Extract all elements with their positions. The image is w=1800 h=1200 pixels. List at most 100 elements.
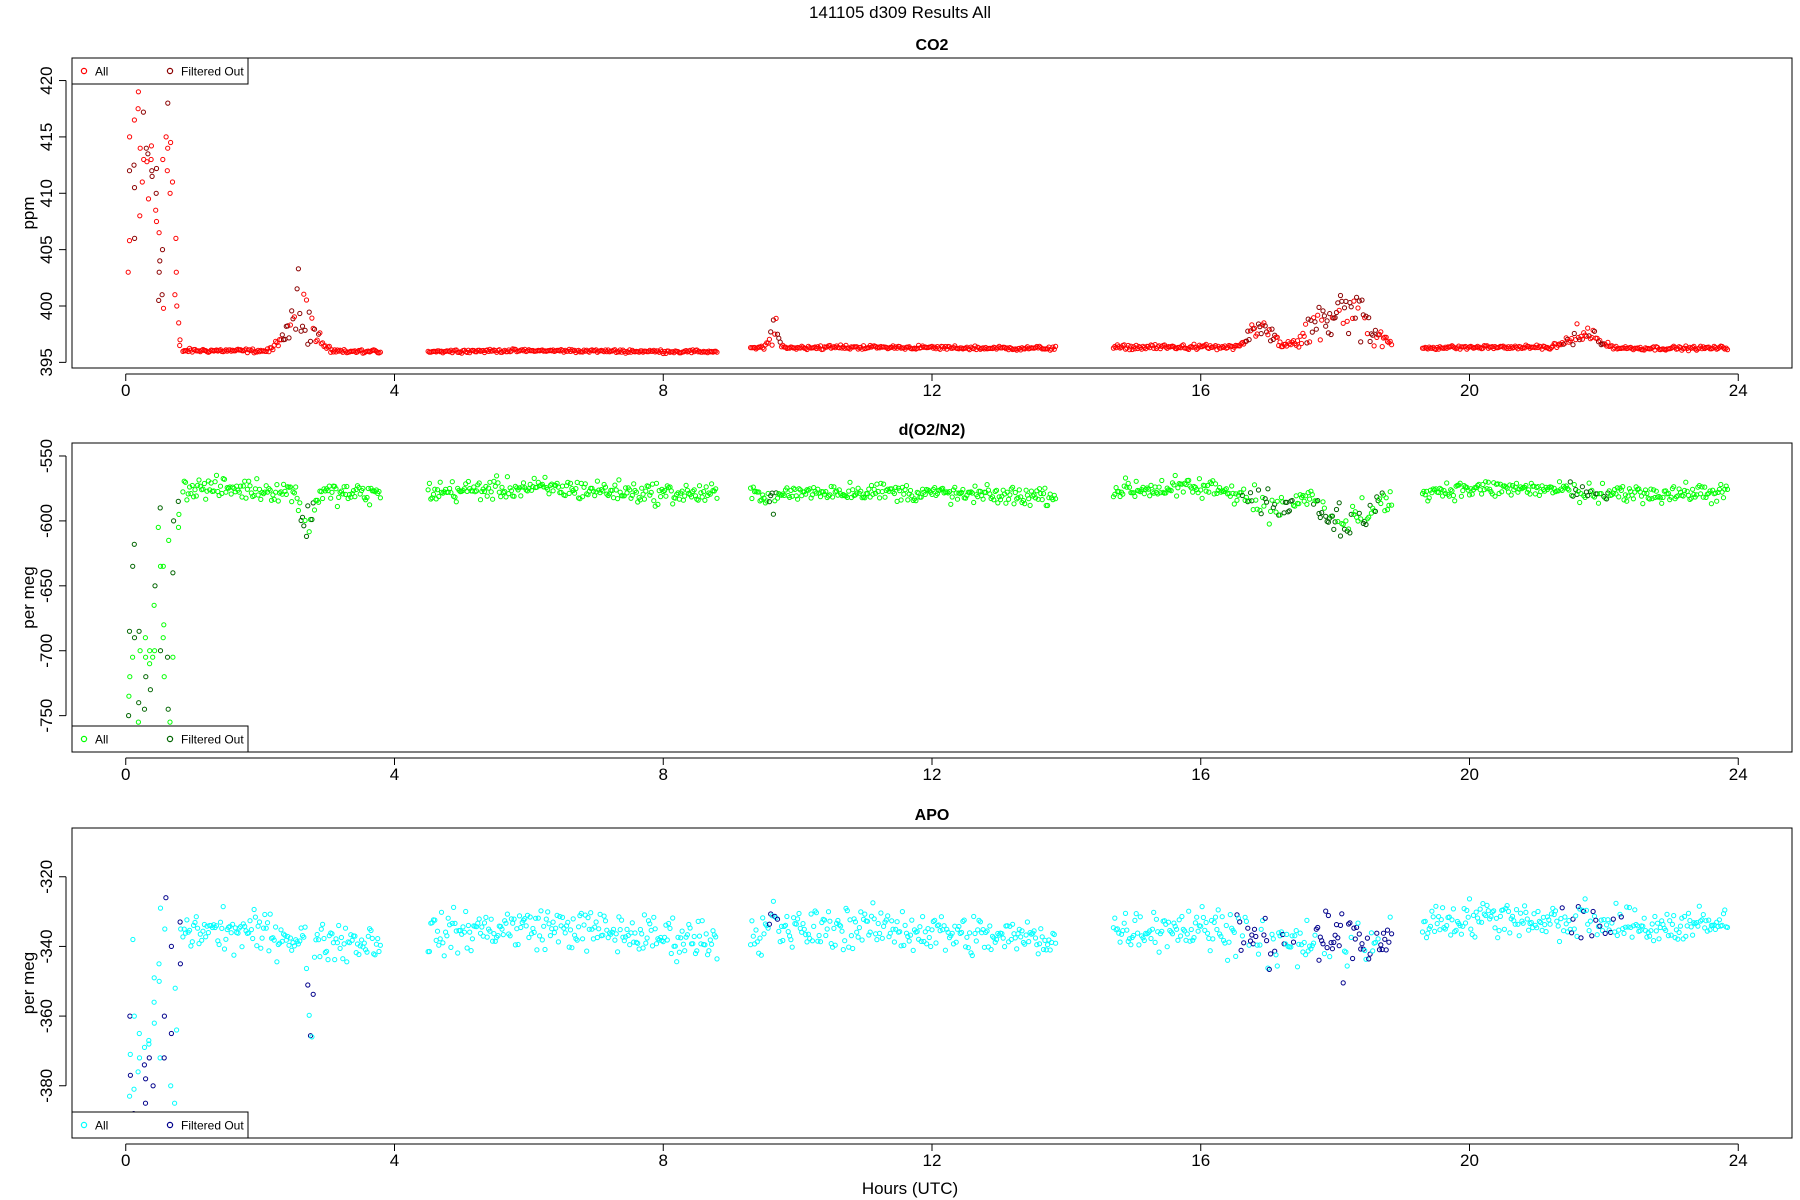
data-point: [1638, 493, 1645, 499]
data-point: [882, 494, 888, 500]
data-point: [360, 485, 366, 491]
data-point: [1307, 339, 1313, 345]
filtered-out-point: [149, 168, 155, 174]
data-point: [1268, 508, 1274, 514]
data-point: [1491, 908, 1497, 914]
data-point: [434, 487, 441, 493]
data-point: [1472, 934, 1478, 940]
data-point: [596, 926, 602, 932]
filtered-out-point: [131, 635, 138, 641]
filtered-out-point: [1320, 941, 1326, 947]
data-point: [1440, 493, 1446, 499]
data-point: [441, 953, 447, 959]
filtered-out-point: [131, 185, 138, 191]
data-point: [898, 943, 904, 949]
filtered-out-point: [140, 109, 146, 115]
data-point: [449, 920, 455, 927]
data-point: [615, 496, 621, 502]
data-point: [447, 922, 453, 928]
data-point: [467, 929, 473, 935]
filtered-out-point: [1591, 328, 1598, 334]
data-point: [787, 494, 793, 500]
data-point: [823, 489, 829, 495]
data-point: [1499, 489, 1505, 495]
data-point: [1039, 934, 1045, 940]
data-point: [361, 940, 367, 946]
data-point: [1355, 920, 1361, 926]
filtered-out-point: [153, 190, 159, 196]
data-point: [1452, 929, 1458, 935]
data-point: [1151, 909, 1157, 916]
data-point: [1051, 931, 1057, 938]
data-point: [266, 948, 272, 954]
filtered-out-point: [1312, 319, 1318, 325]
data-point: [870, 900, 876, 906]
data-point: [1051, 346, 1057, 352]
data-point: [1238, 490, 1244, 496]
data-point: [135, 106, 141, 112]
data-point: [1133, 911, 1139, 917]
filtered-out-point: [305, 982, 311, 988]
data-point: [325, 957, 331, 963]
data-point: [1675, 936, 1681, 942]
data-point: [440, 940, 446, 946]
data-point: [258, 496, 264, 502]
data-point: [1556, 479, 1563, 485]
data-point: [1720, 495, 1727, 501]
data-point: [581, 922, 587, 928]
filtered-out-point: [156, 297, 162, 303]
y-tick-label: 415: [37, 123, 56, 151]
data-point: [1587, 336, 1594, 342]
data-point: [1599, 928, 1606, 934]
data-point: [594, 349, 601, 355]
filtered-out-point: [311, 326, 318, 332]
data-point: [1612, 929, 1618, 935]
data-point: [490, 496, 496, 502]
data-point: [1501, 926, 1508, 932]
data-point: [625, 932, 631, 939]
data-point: [840, 947, 846, 953]
data-point: [139, 179, 145, 185]
data-point: [1174, 926, 1180, 932]
data-point: [1470, 912, 1477, 919]
data-point: [267, 911, 273, 917]
filtered-out-point: [1367, 502, 1373, 508]
filtered-out-point: [1372, 508, 1379, 514]
data-point: [297, 500, 303, 506]
data-point: [586, 926, 592, 932]
filtered-out-point: [774, 916, 781, 922]
data-point: [1434, 921, 1440, 927]
data-point: [193, 914, 199, 920]
data-point: [1468, 926, 1474, 932]
data-point: [359, 937, 365, 943]
data-point: [1026, 496, 1032, 502]
data-point: [973, 938, 979, 944]
data-point: [150, 654, 156, 660]
data-point: [918, 938, 924, 945]
legend-frame: [71, 725, 249, 753]
data-point: [1350, 315, 1356, 321]
data-point: [285, 933, 291, 940]
data-point: [553, 925, 559, 931]
data-point: [286, 942, 292, 948]
data-point: [1211, 491, 1217, 497]
data-point: [338, 934, 344, 941]
data-point: [486, 485, 492, 491]
data-point: [917, 924, 923, 930]
data-point: [1523, 342, 1529, 348]
data-point: [322, 949, 328, 956]
data-point: [1278, 494, 1285, 501]
data-point: [1038, 926, 1044, 932]
filtered-out-point: [766, 499, 773, 505]
data-point: [369, 935, 375, 942]
data-point: [314, 931, 320, 938]
data-point: [1483, 912, 1489, 919]
data-point: [558, 923, 564, 929]
data-point: [428, 496, 434, 502]
filtered-out-point: [1597, 923, 1603, 929]
data-point: [341, 484, 347, 490]
data-point: [1485, 479, 1491, 485]
data-point: [567, 927, 574, 933]
data-point: [1321, 951, 1328, 957]
data-point: [807, 935, 813, 942]
